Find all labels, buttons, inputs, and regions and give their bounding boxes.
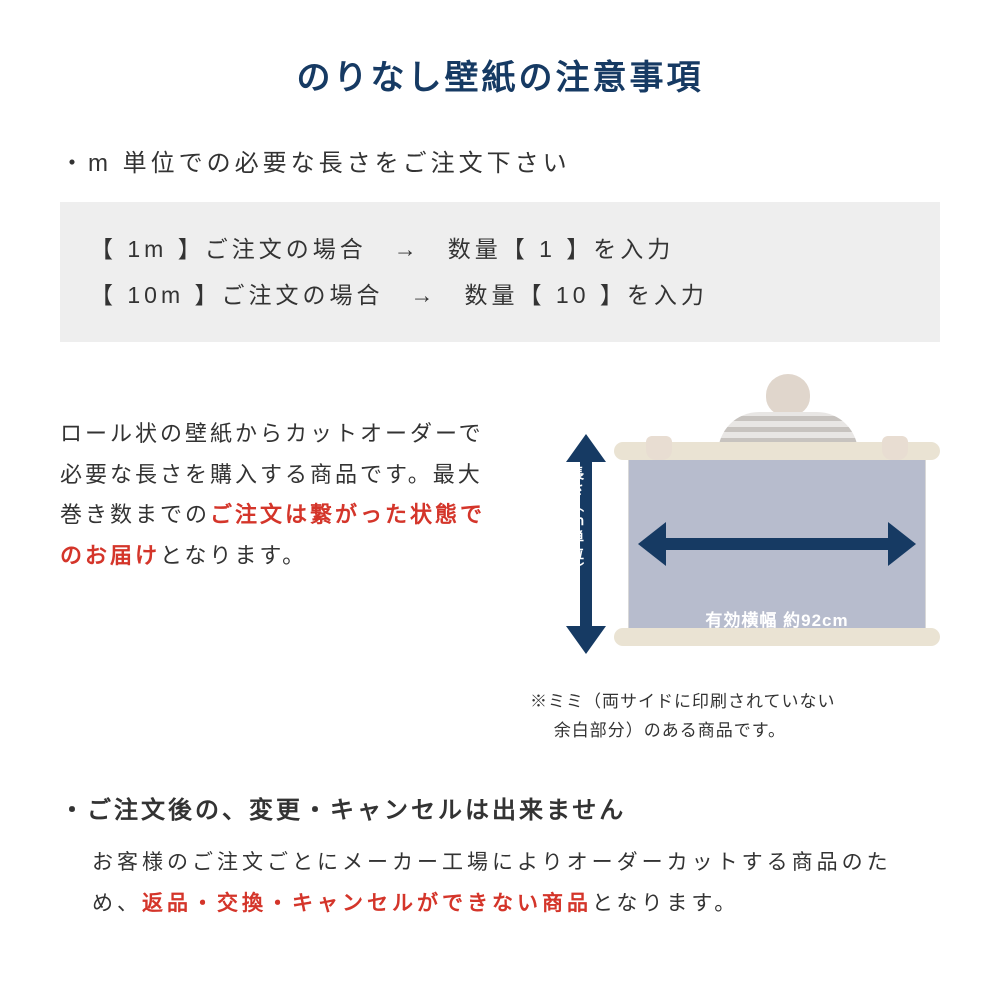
example-line-1: 【 1m 】ご注文の場合 → 数量【 1 】を入力 [90, 226, 910, 272]
roll-description: ロール状の壁紙からカットオーダーで必要な長さを購入する商品です。最大巻き数までの… [60, 372, 490, 577]
wallpaper-roll-illustration: 有効横幅 約92cm [620, 444, 934, 644]
person-head-illustration [766, 374, 810, 416]
example-line-2: 【 10m 】ご注文の場合 → 数量【 10 】を入力 [90, 272, 910, 318]
width-arrow-label: 有効横幅 約92cm [638, 606, 916, 631]
section2-heading: ・ご注文後の、変更・キャンセルは出来ません [60, 790, 940, 825]
notice-part2: となります。 [592, 892, 739, 915]
width-arrow-icon: 有効横幅 約92cm [638, 522, 916, 566]
notice-highlight: 返品・交換・キャンセルができない商品 [142, 892, 592, 915]
cancellation-notice: お客様のご注文ごとにメーカー工場によりオーダーカットする商品のため、返品・交換・… [60, 843, 940, 925]
page-title: のりなし壁紙の注意事項 [60, 50, 940, 99]
wallpaper-diagram: 長さ（ｍ単位） 有効横幅 約92cm [510, 372, 940, 672]
length-arrow-label: 長さ（ｍ単位） [567, 466, 587, 578]
mid-section: ロール状の壁紙からカットオーダーで必要な長さを購入する商品です。最大巻き数までの… [60, 372, 940, 672]
order-example-box: 【 1m 】ご注文の場合 → 数量【 1 】を入力 【 10m 】ご注文の場合 … [60, 202, 940, 342]
diagram-footnote: ※ミミ（両サイドに印刷されていない 余白部分）のある商品です。 [530, 688, 940, 746]
section1-heading: ・m 単位での必要な長さをご注文下さい [60, 143, 940, 178]
desc-part2: となります。 [160, 543, 307, 568]
